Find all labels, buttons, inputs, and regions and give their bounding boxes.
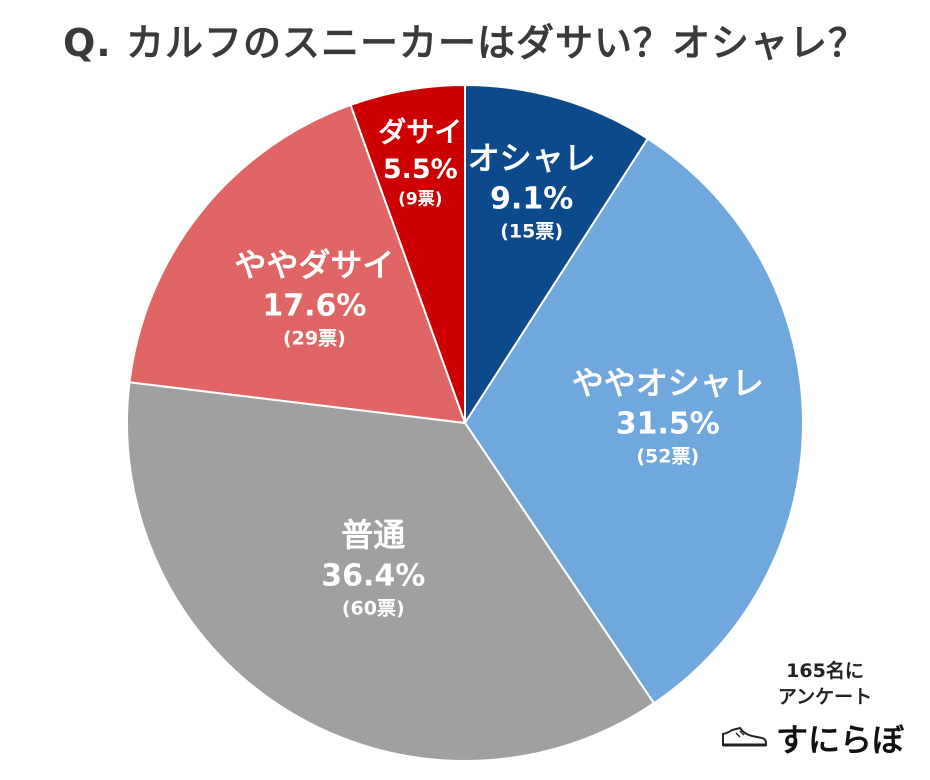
- survey-note: 165名に アンケート: [740, 658, 910, 710]
- pie-slice: [464, 83, 650, 427]
- pie-slice: [128, 103, 467, 425]
- pie-slice: [126, 381, 656, 762]
- slice-label-name: ややオシャレ: [572, 364, 764, 402]
- slice-label-name: ややダサイ: [234, 246, 394, 284]
- slice-label-name: 普通: [341, 516, 405, 554]
- slice-label-percent: 5.5%: [383, 154, 458, 185]
- slice-label-votes: (29票): [283, 327, 346, 349]
- sneaker-icon: [722, 726, 767, 747]
- slice-label-percent: 36.4%: [321, 558, 425, 593]
- slice-label-votes: (52票): [636, 445, 699, 467]
- slice-label-votes: (60票): [342, 597, 405, 619]
- slice-label-percent: 17.6%: [262, 288, 366, 323]
- survey-note-line1: 165名に: [786, 660, 864, 682]
- slice-label-name: ダサイ: [378, 116, 462, 149]
- slice-label-percent: 31.5%: [616, 406, 720, 441]
- slice-label-percent: 9.1%: [490, 181, 573, 216]
- survey-note-line2: アンケート: [777, 686, 873, 708]
- slice-label-votes: (9票): [398, 190, 442, 210]
- pie-slice: [349, 83, 466, 424]
- slice-label-votes: (15票): [500, 220, 563, 242]
- chart-title: Q. カルフのスニーカーはダサい？オシャレ？: [63, 21, 867, 65]
- brand-name: すにらぼ: [776, 721, 905, 759]
- slice-label-name: オシャレ: [468, 139, 596, 177]
- pie-slice: [463, 137, 804, 705]
- brand-logo: すにらぼ: [720, 716, 920, 760]
